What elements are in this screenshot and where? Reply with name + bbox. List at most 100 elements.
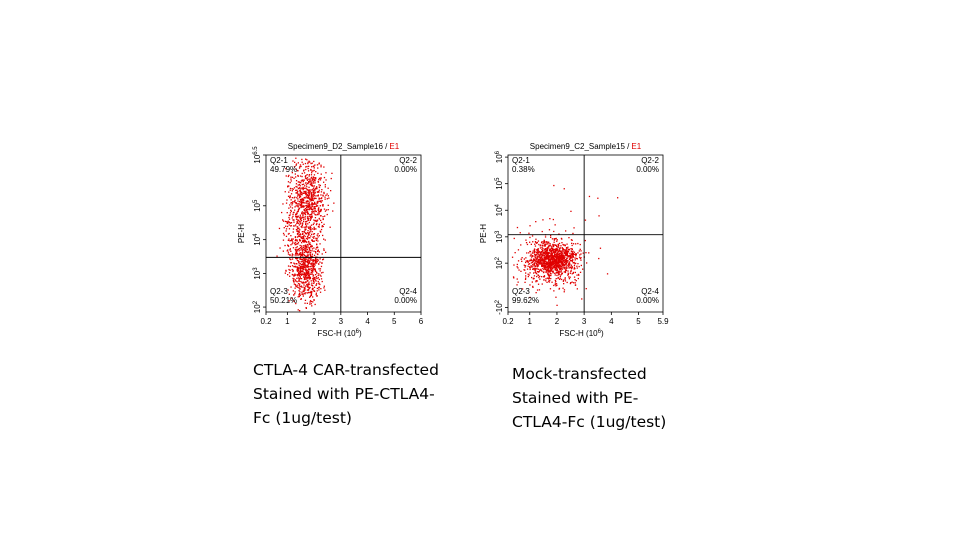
event-dot (526, 260, 529, 262)
event-dot (562, 257, 565, 259)
event-dot (569, 252, 571, 254)
event-dot (305, 182, 307, 184)
event-dot (296, 203, 299, 205)
event-dot (291, 204, 293, 206)
event-dot (297, 275, 299, 277)
event-dot (305, 225, 308, 227)
event-dot (317, 209, 319, 211)
event-dot (318, 162, 320, 164)
event-dot (552, 259, 554, 261)
event-dot (310, 169, 312, 171)
event-dot (313, 207, 315, 210)
event-dot (532, 255, 534, 257)
event-dot (304, 282, 306, 284)
event-dot (556, 255, 558, 257)
event-dot (574, 279, 576, 281)
event-dot (299, 221, 301, 223)
event-dot (310, 293, 313, 295)
event-dot (297, 253, 299, 255)
event-dot (572, 250, 574, 252)
event-dot (530, 258, 532, 260)
event-dot (551, 254, 553, 256)
event-dot (289, 258, 291, 260)
event-dot (313, 254, 316, 256)
event-dot (555, 267, 558, 269)
event-dot (311, 288, 314, 290)
event-dot (312, 274, 315, 276)
event-dot (299, 272, 302, 274)
event-dot (293, 201, 296, 203)
event-dot (301, 211, 303, 213)
event-dot (314, 258, 317, 260)
event-dot (536, 264, 538, 266)
event-dot (562, 265, 564, 267)
event-dot (524, 278, 527, 280)
event-dot (295, 302, 297, 305)
event-dot (318, 200, 321, 202)
event-dot (536, 257, 538, 260)
event-dot (278, 227, 281, 230)
event-dot (316, 202, 319, 204)
event-dot (314, 190, 316, 192)
event-dot (289, 206, 292, 208)
event-dot (532, 286, 534, 288)
event-dot (297, 198, 299, 200)
event-dot (302, 286, 304, 288)
event-dot (289, 197, 291, 199)
event-dot (303, 245, 305, 247)
event-dot (311, 179, 313, 181)
event-dot (306, 217, 309, 219)
event-dot (323, 249, 325, 251)
event-dot (296, 169, 299, 172)
event-dot (561, 238, 563, 240)
event-dot (292, 277, 294, 280)
event-dot (552, 256, 555, 258)
event-dot (317, 200, 319, 202)
x-label-exp: 6 (356, 329, 360, 335)
event-dot (290, 193, 293, 195)
event-dot (286, 222, 288, 224)
event-dot (305, 240, 307, 243)
event-dot (533, 248, 536, 250)
event-dot (299, 310, 301, 312)
event-dot (543, 254, 546, 257)
event-dot (554, 260, 557, 262)
event-dot (303, 268, 305, 270)
event-dot (563, 188, 565, 190)
event-dot (317, 277, 319, 279)
event-dot (524, 265, 527, 267)
event-dot (311, 178, 314, 180)
event-dot (305, 258, 307, 261)
event-dot (533, 269, 536, 271)
event-dot (546, 248, 549, 251)
event-dot (312, 285, 314, 287)
event-dot (311, 215, 313, 217)
event-dot (318, 179, 320, 181)
event-dot (301, 225, 303, 227)
event-dot (540, 252, 542, 254)
event-dot (554, 224, 556, 226)
event-dot (552, 266, 554, 269)
event-dot (556, 246, 558, 248)
event-dot (570, 270, 572, 272)
event-dot (547, 270, 549, 272)
event-dot (299, 240, 302, 242)
quadrant-percent: 0.00% (394, 165, 417, 174)
event-dot (546, 251, 548, 253)
event-dot (562, 251, 564, 253)
event-dot (302, 267, 304, 269)
event-dot (561, 264, 563, 266)
event-dot (307, 273, 309, 275)
event-dot (306, 276, 309, 278)
event-dot (291, 190, 293, 192)
event-dot (312, 277, 314, 279)
event-dot (294, 283, 296, 286)
event-dot (297, 254, 299, 256)
event-dot (570, 268, 573, 270)
event-dot (301, 198, 304, 200)
event-dot (313, 276, 315, 279)
quadrant-percent: 49.79% (270, 165, 297, 174)
event-dot (309, 303, 311, 305)
event-dot (308, 243, 310, 245)
event-dot (551, 260, 554, 263)
